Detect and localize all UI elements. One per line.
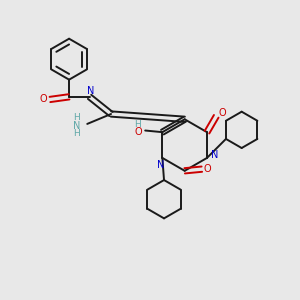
Text: N: N xyxy=(73,121,80,130)
Text: H: H xyxy=(135,120,141,129)
Text: H: H xyxy=(73,113,80,122)
Text: O: O xyxy=(135,127,142,137)
Text: N: N xyxy=(211,150,218,160)
Text: O: O xyxy=(40,94,47,104)
Text: O: O xyxy=(204,164,212,174)
Text: O: O xyxy=(218,108,226,118)
Text: N: N xyxy=(87,86,94,96)
Text: N: N xyxy=(157,160,164,170)
Text: H: H xyxy=(73,129,80,138)
